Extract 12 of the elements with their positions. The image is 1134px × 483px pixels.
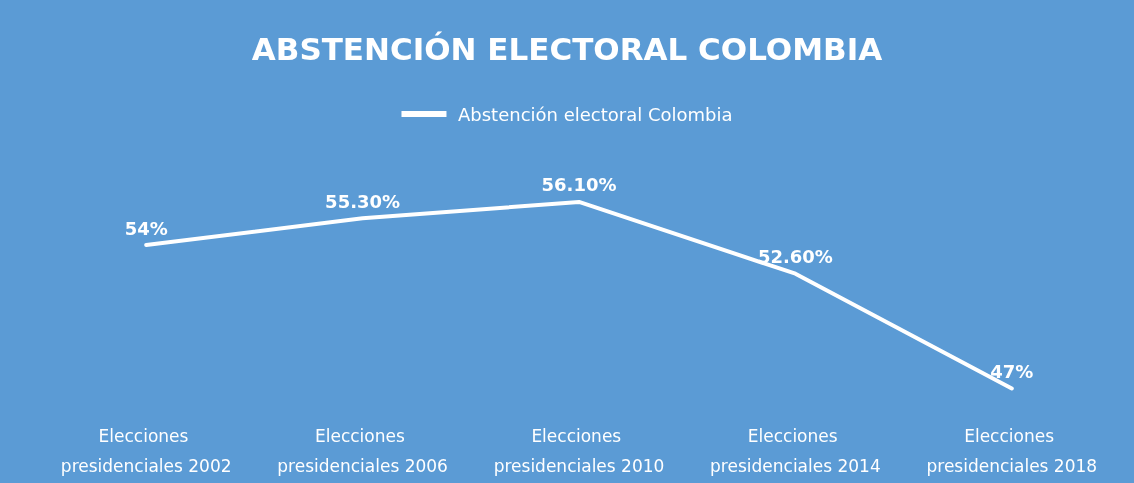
data-label: 47%	[990, 361, 1034, 382]
x-tick-label: Elecciones presidenciales 2010	[493, 426, 665, 476]
data-label: 56.10%	[541, 174, 617, 196]
data-label: 54%	[124, 217, 168, 239]
data-label: 55.30%	[325, 190, 401, 212]
chart-title: ABSTENCIÓN ELECTORAL COLOMBIA	[251, 30, 883, 67]
x-tick-label: Elecciones presidenciales 2002	[60, 426, 232, 476]
x-tick-label: Elecciones presidenciales 2006	[277, 426, 448, 476]
legend-label: Abstención electoral Colombia	[457, 103, 733, 125]
data-label: 52.60%	[757, 246, 833, 268]
x-tick-label: Elecciones presidenciales 2018	[926, 426, 1098, 476]
x-tick-label: Elecciones presidenciales 2014	[710, 426, 881, 476]
